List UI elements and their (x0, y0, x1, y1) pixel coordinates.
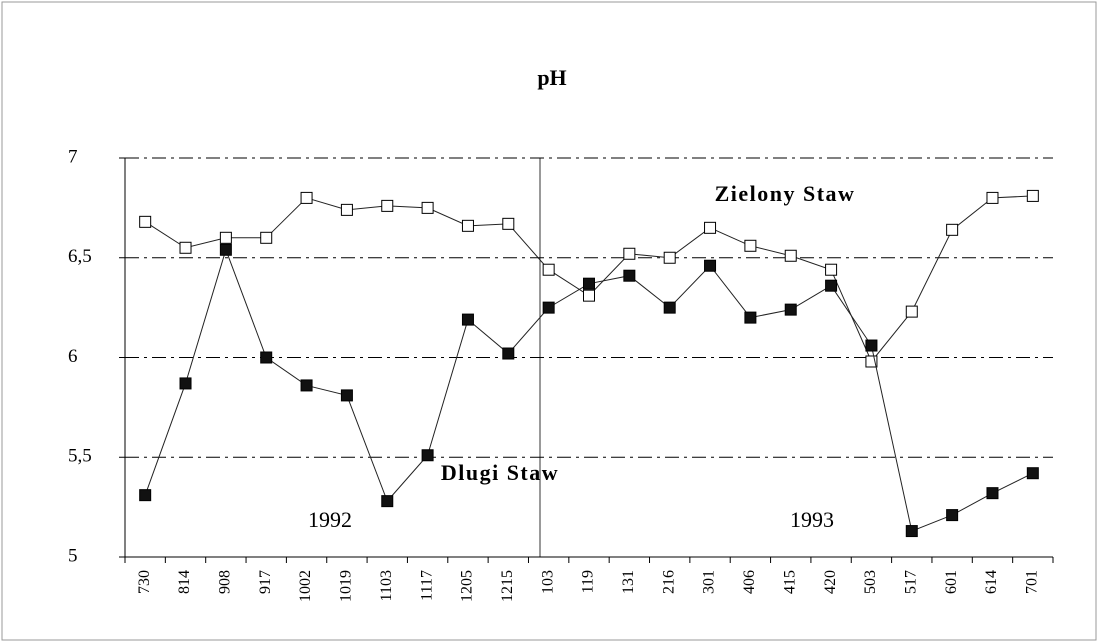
marker (744, 239, 757, 252)
marker (300, 379, 313, 392)
marker (139, 489, 152, 502)
x-tick-label: 614 (983, 570, 1000, 594)
x-tick-label: 103 (539, 570, 556, 594)
y-tick-label: 5 (68, 545, 78, 566)
y-tick-label: 6,5 (68, 246, 92, 267)
series-label: Dlugi Staw (441, 460, 559, 485)
x-tick-label: 701 (1023, 570, 1040, 594)
y-tick-label: 7 (68, 146, 78, 167)
x-tick-label: 730 (136, 570, 153, 594)
marker (542, 301, 555, 314)
x-tick-label: 1002 (297, 570, 314, 602)
marker (179, 241, 192, 254)
marker (825, 279, 838, 292)
x-tick-label: 406 (741, 570, 758, 594)
chart-title: pH (537, 65, 566, 90)
marker (542, 263, 555, 276)
marker (461, 313, 474, 326)
series-label: Zielony Staw (715, 181, 856, 206)
x-tick-label: 517 (902, 570, 919, 594)
x-tick-label: 301 (701, 570, 718, 594)
x-tick-label: 216 (660, 570, 677, 594)
marker (502, 347, 515, 360)
marker (905, 305, 918, 318)
marker (583, 277, 595, 290)
marker (1026, 467, 1039, 480)
marker (1026, 189, 1039, 202)
x-tick-label: 415 (781, 570, 798, 594)
y-tick-label: 6 (68, 346, 78, 367)
x-tick-label: 1103 (378, 570, 395, 601)
marker (663, 251, 676, 264)
marker (179, 377, 192, 390)
marker (340, 389, 353, 402)
x-tick-label: 1117 (418, 570, 435, 601)
marker (461, 219, 474, 232)
x-tick-label: 814 (176, 570, 193, 594)
marker (300, 191, 313, 204)
marker (986, 191, 999, 204)
y-tick-label: 5,5 (68, 446, 92, 467)
marker (865, 339, 878, 352)
marker (905, 525, 918, 538)
marker (623, 269, 636, 282)
marker (219, 231, 232, 244)
marker (865, 355, 878, 368)
marker (583, 289, 595, 302)
annotation: 1993 (790, 507, 834, 532)
x-tick-label: 1205 (459, 570, 476, 602)
x-tick-label: 1215 (499, 570, 516, 602)
marker (704, 259, 717, 272)
marker (219, 243, 232, 256)
marker (421, 201, 434, 214)
marker (744, 311, 757, 324)
marker (381, 199, 394, 212)
marker (421, 449, 434, 462)
marker (946, 223, 959, 236)
marker (825, 263, 838, 276)
marker (340, 203, 353, 216)
x-tick-label: 917 (257, 570, 274, 594)
x-tick-label: 503 (862, 570, 879, 594)
marker (663, 301, 676, 314)
x-tick-label: 420 (822, 570, 839, 594)
marker (260, 231, 273, 244)
x-tick-label: 1019 (338, 570, 355, 602)
marker (623, 247, 636, 260)
marker (139, 215, 152, 228)
marker (946, 509, 959, 522)
x-tick-label: 908 (217, 570, 234, 594)
x-tick-label: 119 (580, 570, 597, 593)
marker (986, 487, 999, 500)
x-tick-label: 601 (943, 570, 960, 594)
marker (260, 351, 273, 364)
marker (784, 249, 797, 262)
x-tick-label: 131 (620, 570, 637, 594)
marker (381, 495, 394, 508)
marker (704, 221, 717, 234)
marker (784, 303, 797, 316)
marker (502, 217, 515, 230)
annotation: 1992 (308, 507, 352, 532)
